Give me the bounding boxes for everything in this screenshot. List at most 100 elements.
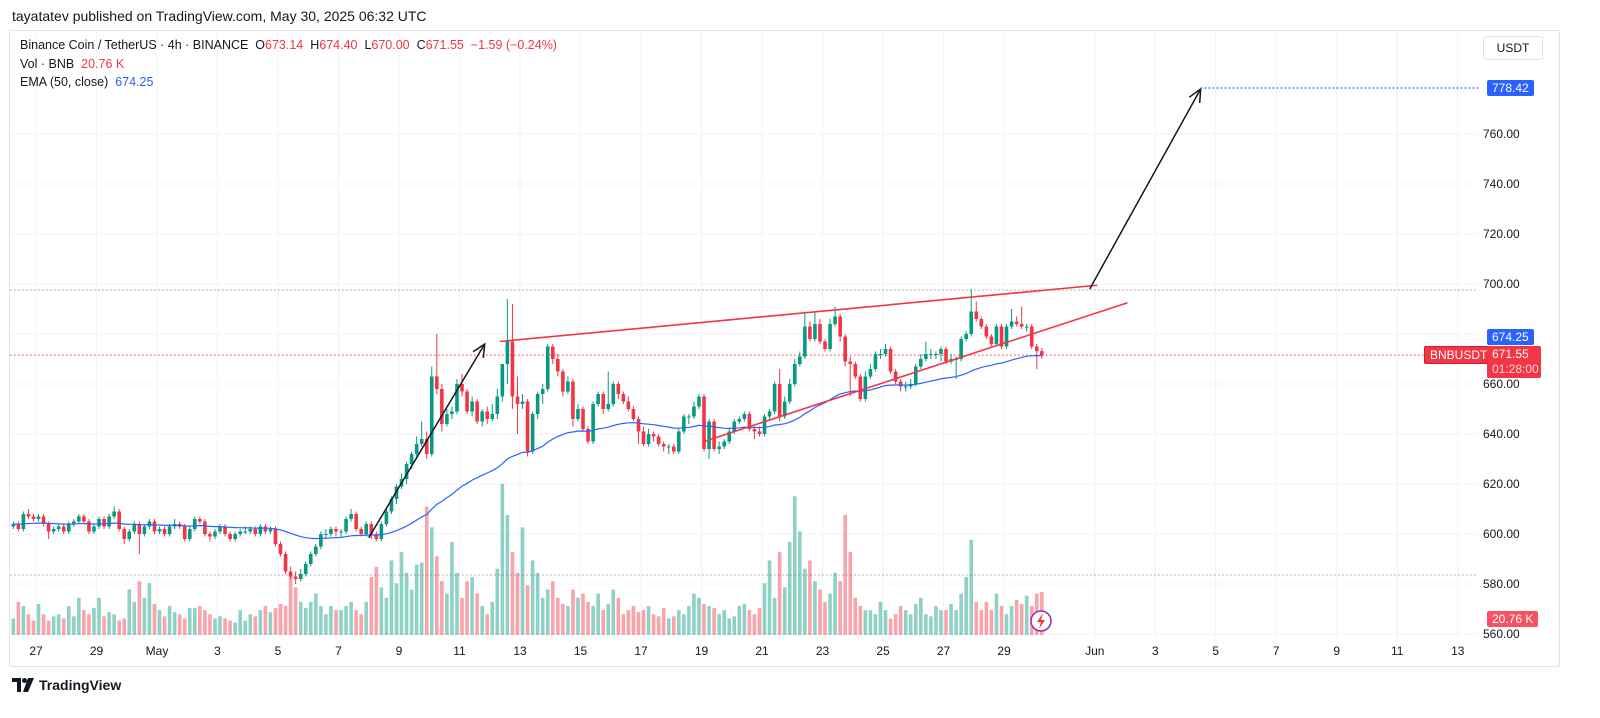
candle-body — [122, 529, 127, 539]
time-tick-label: 15 — [574, 644, 588, 658]
volume-bar — [450, 541, 454, 635]
candle-body — [883, 349, 888, 354]
currency-button[interactable]: USDT — [1483, 36, 1543, 60]
candle-body — [979, 319, 984, 327]
volume-bar — [671, 616, 676, 635]
candle-body — [767, 411, 772, 417]
volume-label[interactable]: Vol · BNB — [20, 57, 75, 71]
time-tick-label: 7 — [335, 644, 342, 658]
time-tick-label: 29 — [90, 644, 104, 658]
candle-body — [792, 364, 797, 384]
time-tick-label: 3 — [1152, 644, 1159, 658]
candle-body — [1024, 326, 1029, 328]
candle-body — [727, 431, 732, 442]
candle-body — [445, 414, 449, 424]
volume-bar — [117, 620, 121, 635]
candle-body — [540, 389, 545, 394]
volume-bar — [162, 616, 167, 635]
volume-bar — [193, 608, 197, 635]
volume-bar — [308, 601, 313, 635]
candle-body — [838, 316, 842, 337]
candle-body — [137, 524, 142, 534]
candle-body — [646, 434, 651, 444]
volume-bar — [404, 572, 409, 635]
candle-body — [828, 324, 832, 349]
upper-trendline — [499, 284, 1098, 343]
change-value: −1.59 (−0.24%) — [470, 38, 557, 52]
candle-body — [798, 356, 802, 364]
current-price-badge: 671.55 01:28:00 — [1487, 346, 1541, 378]
volume-bar — [475, 593, 479, 635]
candle-body — [868, 369, 873, 377]
candle-body — [742, 414, 747, 419]
volume-bar — [641, 610, 646, 635]
volume-bar — [984, 601, 989, 635]
candle-body — [41, 516, 46, 524]
candle-body — [228, 534, 232, 539]
candle-body — [626, 401, 631, 409]
tradingview-logo[interactable]: TradingView — [12, 677, 121, 693]
horizontal-lines — [10, 289, 1478, 576]
time-tick-label: 17 — [634, 644, 648, 658]
volume-bar — [677, 610, 681, 635]
candle-body — [470, 401, 474, 412]
volume-bar — [591, 606, 595, 635]
time-tick-label: 25 — [876, 644, 890, 658]
volume-bar — [490, 601, 495, 635]
candle-body — [233, 534, 237, 539]
candle-body — [127, 531, 132, 539]
volume-bar — [520, 527, 525, 635]
volume-bar — [545, 589, 550, 635]
volume-bar — [87, 614, 91, 635]
candle-body — [535, 394, 540, 414]
candle-body — [324, 534, 328, 535]
close-value: 671.55 — [425, 38, 464, 52]
volume-bar — [66, 606, 71, 635]
volume-bar — [752, 614, 757, 635]
candle-body — [142, 526, 147, 534]
candle-body — [964, 334, 968, 339]
candle-body — [944, 349, 948, 362]
candle-body — [51, 529, 56, 532]
volume-bar — [717, 614, 721, 635]
volume-bar — [843, 514, 847, 635]
candle-body — [556, 359, 560, 372]
volume-bar — [77, 597, 81, 635]
candle-body — [268, 529, 273, 532]
volume-badge: 20.76 K — [1487, 611, 1539, 627]
candle-body — [772, 384, 777, 412]
volume-bar — [268, 612, 273, 635]
volume-bar — [303, 608, 308, 635]
candle-body — [631, 409, 636, 419]
candle-body — [1034, 346, 1039, 352]
candle-body — [11, 524, 16, 527]
candle-body — [510, 341, 515, 397]
candle-body — [21, 514, 26, 529]
volume-bar — [258, 610, 263, 635]
volume-bar — [394, 583, 399, 635]
volume-bar — [913, 603, 918, 635]
volume-bar — [576, 597, 580, 635]
volume-bar — [495, 568, 500, 635]
candle-body — [545, 346, 550, 389]
volume-bar — [939, 610, 943, 635]
volume-bar — [646, 606, 651, 635]
volume-bar — [26, 614, 31, 635]
volume-bar — [712, 608, 716, 635]
candle-body — [97, 519, 101, 527]
candle-body — [182, 526, 187, 539]
volume-bar — [656, 616, 661, 635]
lightning-icon[interactable] — [1030, 610, 1052, 632]
ema-label[interactable]: EMA (50, close) — [20, 75, 109, 89]
volume-bar — [873, 614, 878, 635]
candle-body — [56, 526, 61, 529]
candle-body — [92, 526, 96, 532]
time-tick-label: 9 — [396, 644, 403, 658]
volume-bar — [460, 597, 464, 635]
volume-bar — [838, 581, 842, 635]
candle-body — [601, 394, 605, 409]
symbol-name[interactable]: Binance Coin / TetherUS · 4h · BINANCE — [20, 38, 249, 52]
candle-body — [692, 406, 696, 417]
candle-body — [702, 396, 706, 449]
